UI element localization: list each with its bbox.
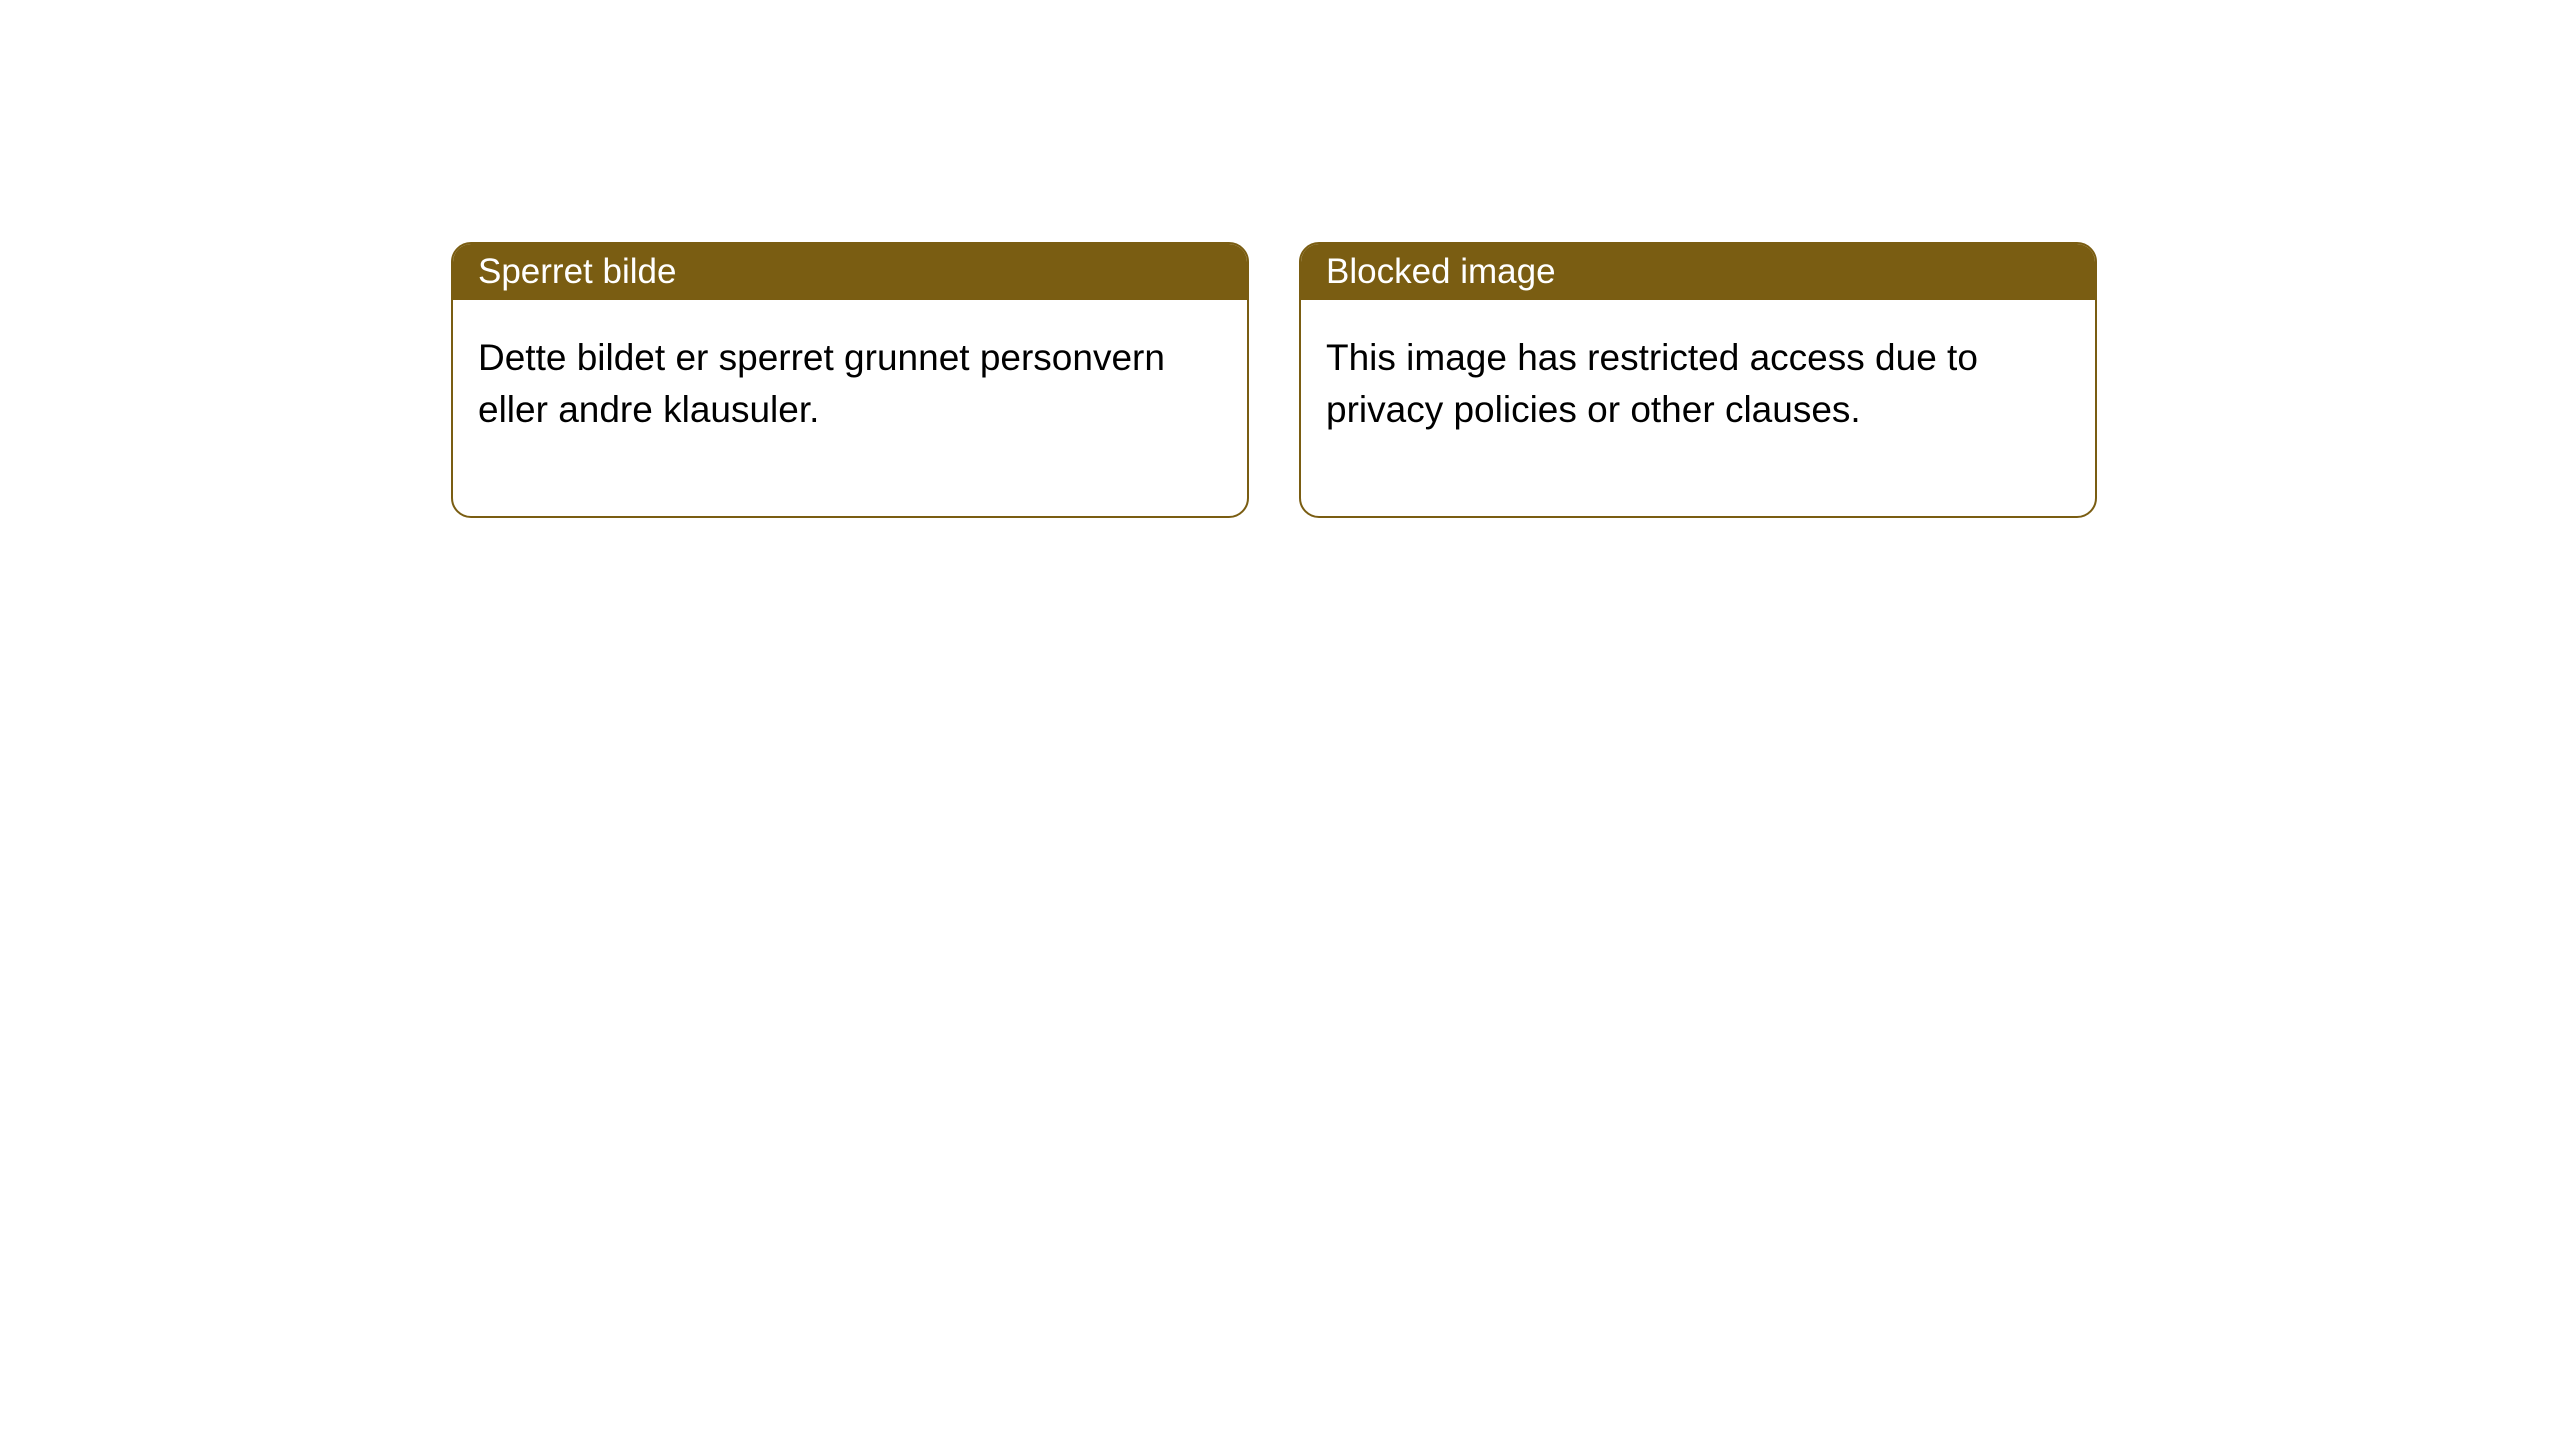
notice-header-norwegian: Sperret bilde — [453, 244, 1247, 300]
notice-body-english: This image has restricted access due to … — [1301, 300, 2095, 516]
notice-title-norwegian: Sperret bilde — [478, 252, 676, 291]
notice-text-norwegian: Dette bildet er sperret grunnet personve… — [478, 337, 1165, 430]
notice-container: Sperret bilde Dette bildet er sperret gr… — [451, 242, 2097, 518]
notice-title-english: Blocked image — [1326, 252, 1556, 291]
notice-body-norwegian: Dette bildet er sperret grunnet personve… — [453, 300, 1247, 516]
notice-text-english: This image has restricted access due to … — [1326, 337, 1978, 430]
notice-card-norwegian: Sperret bilde Dette bildet er sperret gr… — [451, 242, 1249, 518]
notice-card-english: Blocked image This image has restricted … — [1299, 242, 2097, 518]
notice-header-english: Blocked image — [1301, 244, 2095, 300]
